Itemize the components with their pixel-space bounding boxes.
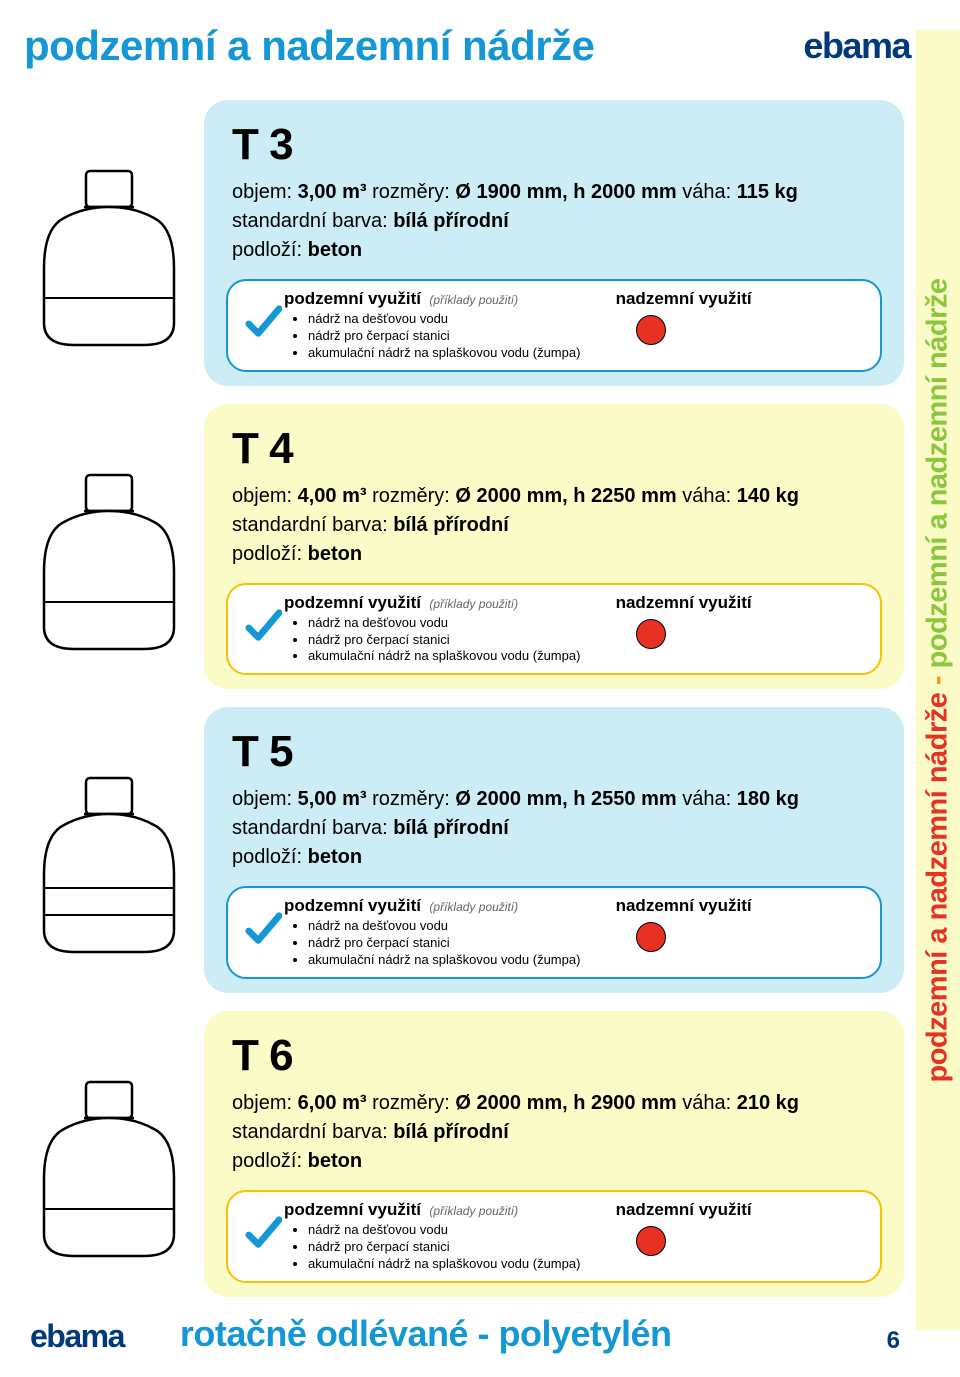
underground-heading: podzemní využití [284, 1200, 421, 1219]
status-dot-icon [636, 619, 666, 649]
spec-line-2: standardní barva: bílá přírodní [232, 1118, 882, 1147]
usage-box: podzemní využití (příklady použití) nádr… [226, 279, 882, 372]
usage-bullet: akumulační nádrž na splaškovou vodu (žum… [308, 952, 586, 969]
usage-bullets: nádrž na dešťovou vodunádrž pro čerpací … [308, 615, 586, 666]
check-icon [238, 1200, 284, 1257]
tank-icon [14, 404, 204, 690]
status-dot-icon [636, 1226, 666, 1256]
aboveground-usage: nadzemní využití [586, 289, 870, 362]
usage-box: podzemní využití (příklady použití) nádr… [226, 886, 882, 979]
usage-subtitle: (příklady použití) [429, 293, 518, 307]
spec-line-1: objem: 4,00 m³ rozměry: Ø 2000 mm, h 225… [232, 482, 882, 511]
page-footer: ebama rotačně odlévané - polyetylén 6 [0, 1313, 960, 1377]
usage-bullet: nádrž pro čerpací stanici [308, 935, 586, 952]
spec-line-3: podloží: beton [232, 1147, 882, 1176]
usage-bullet: akumulační nádrž na splaškovou vodu (žum… [308, 648, 586, 665]
usage-box: podzemní využití (příklady použití) nádr… [226, 1190, 882, 1283]
underground-usage: podzemní využití (příklady použití) nádr… [238, 1200, 586, 1273]
usage-box: podzemní využití (příklady použití) nádr… [226, 583, 882, 676]
model-name: T 6 [232, 1031, 882, 1081]
spec-line-2: standardní barva: bílá přírodní [232, 511, 882, 540]
aboveground-heading: nadzemní využití [616, 896, 870, 916]
brand-logo-bottom: ebama [30, 1318, 124, 1355]
aboveground-usage: nadzemní využití [586, 896, 870, 969]
underground-usage: podzemní využití (příklady použití) nádr… [238, 289, 586, 362]
spec-line-3: podloží: beton [232, 540, 882, 569]
product-card: T 5 objem: 5,00 m³ rozměry: Ø 2000 mm, h… [204, 707, 904, 993]
product-row: T 6 objem: 6,00 m³ rozměry: Ø 2000 mm, h… [14, 1011, 904, 1297]
check-icon [238, 593, 284, 650]
usage-bullet: nádrž pro čerpací stanici [308, 1239, 586, 1256]
product-row: T 3 objem: 3,00 m³ rozměry: Ø 1900 mm, h… [14, 100, 904, 386]
product-card: T 4 objem: 4,00 m³ rozměry: Ø 2000 mm, h… [204, 404, 904, 690]
brand-logo-top: ebama [803, 25, 910, 67]
tank-icon [14, 100, 204, 386]
usage-bullet: nádrž na dešťovou vodu [308, 918, 586, 935]
usage-bullet: nádrž na dešťovou vodu [308, 1222, 586, 1239]
usage-bullets: nádrž na dešťovou vodunádrž pro čerpací … [308, 918, 586, 969]
check-icon [238, 289, 284, 346]
spec-line-2: standardní barva: bílá přírodní [232, 207, 882, 236]
underground-heading: podzemní využití [284, 289, 421, 308]
tank-icon [14, 707, 204, 993]
side-tab-text: podzemní a nadzemní nádrže - podzemní a … [922, 278, 955, 1082]
status-dot-icon [636, 315, 666, 345]
model-name: T 3 [232, 120, 882, 170]
product-card: T 6 objem: 6,00 m³ rozměry: Ø 2000 mm, h… [204, 1011, 904, 1297]
status-dot-icon [636, 922, 666, 952]
usage-subtitle: (příklady použití) [429, 900, 518, 914]
page-header: podzemní a nadzemní nádrže ebama [0, 0, 960, 80]
usage-bullets: nádrž na dešťovou vodunádrž pro čerpací … [308, 311, 586, 362]
footer-title: rotačně odlévané - polyetylén [180, 1313, 887, 1355]
usage-bullet: akumulační nádrž na splaškovou vodu (žum… [308, 1256, 586, 1273]
model-name: T 5 [232, 727, 882, 777]
usage-bullet: nádrž pro čerpací stanici [308, 328, 586, 345]
spec-line-2: standardní barva: bílá přírodní [232, 814, 882, 843]
check-icon [238, 896, 284, 953]
product-list: T 3 objem: 3,00 m³ rozměry: Ø 1900 mm, h… [14, 100, 904, 1315]
aboveground-usage: nadzemní využití [586, 1200, 870, 1273]
spec-line-3: podloží: beton [232, 236, 882, 265]
page-number: 6 [887, 1327, 900, 1355]
spec-line-3: podloží: beton [232, 843, 882, 872]
tank-icon [14, 1011, 204, 1297]
usage-bullet: nádrž na dešťovou vodu [308, 311, 586, 328]
side-tab: podzemní a nadzemní nádrže - podzemní a … [916, 30, 960, 1330]
aboveground-heading: nadzemní využití [616, 289, 870, 309]
underground-usage: podzemní využití (příklady použití) nádr… [238, 896, 586, 969]
usage-bullet: nádrž pro čerpací stanici [308, 632, 586, 649]
usage-subtitle: (příklady použití) [429, 597, 518, 611]
spec-line-1: objem: 6,00 m³ rozměry: Ø 2000 mm, h 290… [232, 1089, 882, 1118]
usage-bullet: nádrž na dešťovou vodu [308, 615, 586, 632]
underground-heading: podzemní využití [284, 593, 421, 612]
usage-subtitle: (příklady použití) [429, 1204, 518, 1218]
spec-line-1: objem: 5,00 m³ rozměry: Ø 2000 mm, h 255… [232, 785, 882, 814]
product-row: T 5 objem: 5,00 m³ rozměry: Ø 2000 mm, h… [14, 707, 904, 993]
aboveground-heading: nadzemní využití [616, 1200, 870, 1220]
underground-heading: podzemní využití [284, 896, 421, 915]
page-title: podzemní a nadzemní nádrže [24, 22, 594, 70]
underground-usage: podzemní využití (příklady použití) nádr… [238, 593, 586, 666]
product-row: T 4 objem: 4,00 m³ rozměry: Ø 2000 mm, h… [14, 404, 904, 690]
usage-bullet: akumulační nádrž na splaškovou vodu (žum… [308, 345, 586, 362]
aboveground-heading: nadzemní využití [616, 593, 870, 613]
model-name: T 4 [232, 424, 882, 474]
spec-line-1: objem: 3,00 m³ rozměry: Ø 1900 mm, h 200… [232, 178, 882, 207]
product-card: T 3 objem: 3,00 m³ rozměry: Ø 1900 mm, h… [204, 100, 904, 386]
usage-bullets: nádrž na dešťovou vodunádrž pro čerpací … [308, 1222, 586, 1273]
aboveground-usage: nadzemní využití [586, 593, 870, 666]
